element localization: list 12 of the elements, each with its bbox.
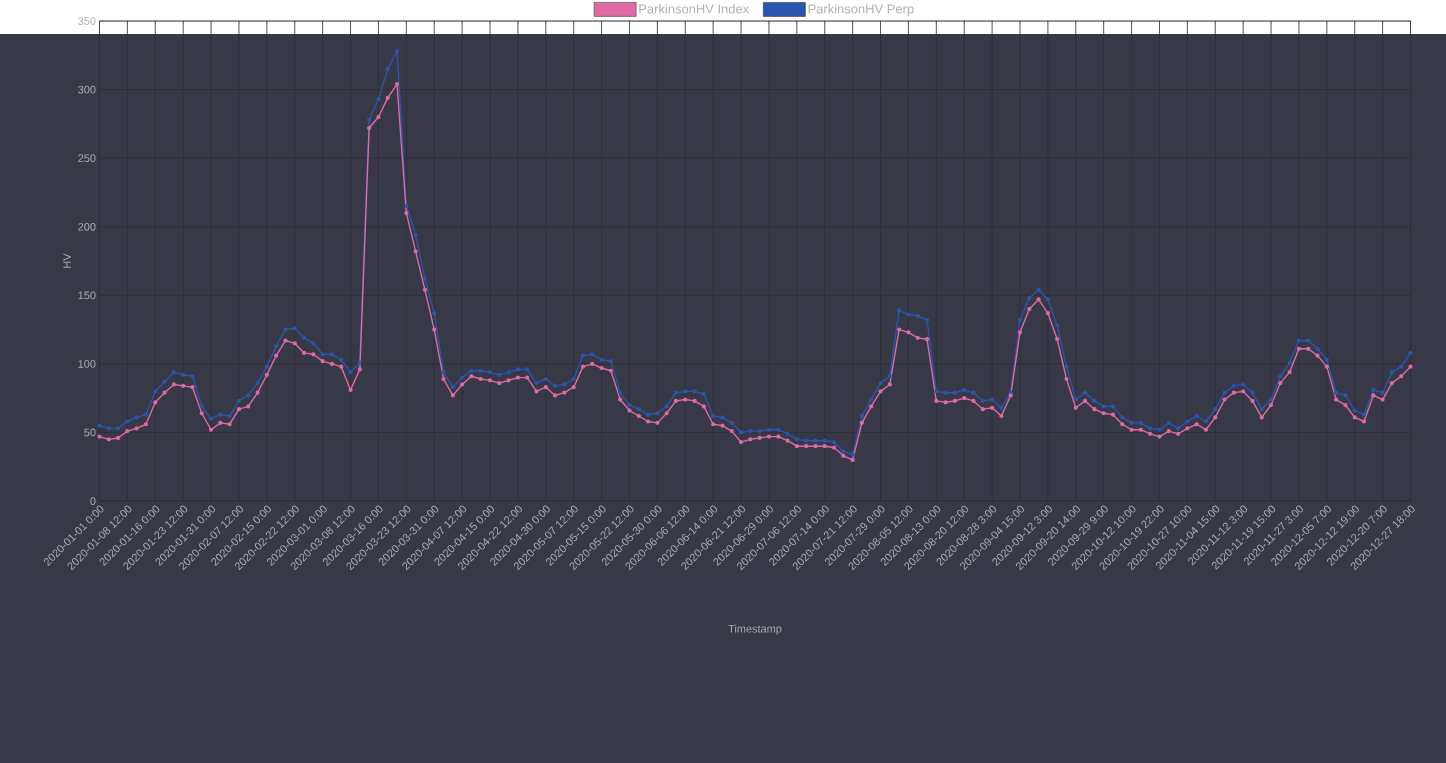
x-axis-title: Timestamp bbox=[728, 624, 782, 635]
y-tick-label: 250 bbox=[78, 154, 96, 163]
y-tick-label: 200 bbox=[78, 222, 96, 231]
y-tick-label: 50 bbox=[84, 428, 96, 437]
y-tick-label: 300 bbox=[78, 85, 96, 94]
y-tick-label: 100 bbox=[78, 360, 96, 368]
legend-label: ParkinsonHV Index bbox=[639, 3, 750, 14]
y-tick-label: 150 bbox=[78, 291, 96, 300]
y-tick-label: 0 bbox=[90, 497, 96, 505]
y-axis-title: HV bbox=[63, 253, 71, 268]
legend-label: ParkinsonHV Perp bbox=[808, 3, 914, 17]
y-tick-label: 350 bbox=[78, 17, 96, 25]
